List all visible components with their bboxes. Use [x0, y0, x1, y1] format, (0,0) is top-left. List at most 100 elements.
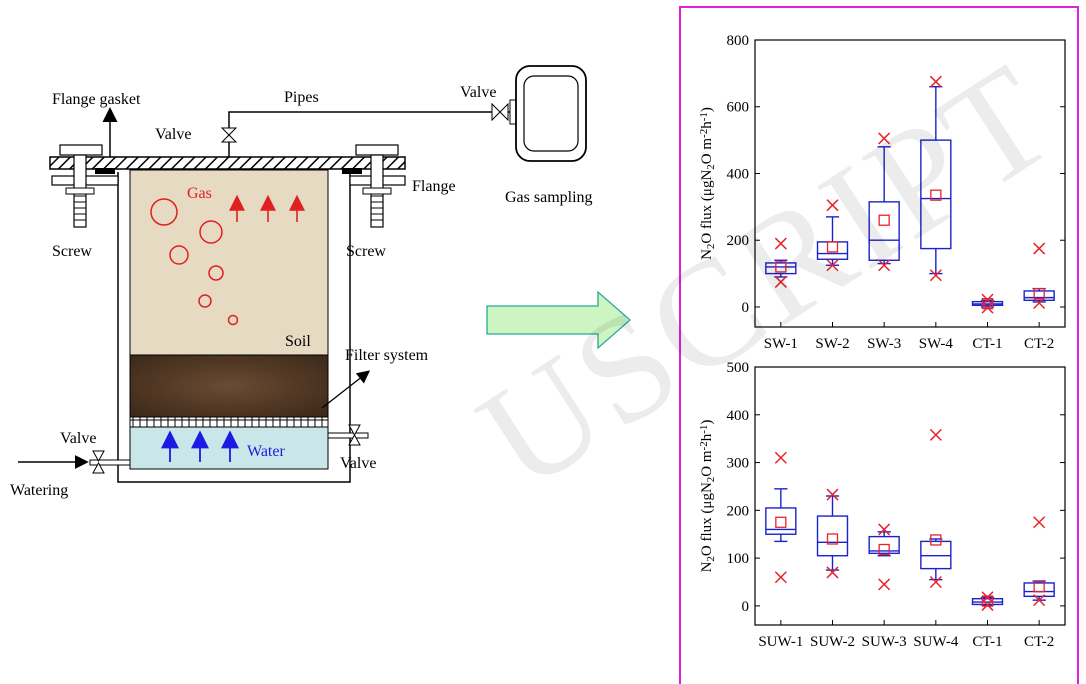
y-tick-label: 500 — [727, 360, 750, 376]
extreme-marker — [929, 75, 942, 88]
box — [765, 262, 797, 275]
label-gas-sampling: Gas sampling — [505, 189, 593, 206]
pipe-horizontal — [228, 111, 515, 118]
y-tick-label: 300 — [727, 456, 750, 472]
gas-bubble — [199, 220, 223, 244]
extreme-marker — [774, 275, 787, 288]
y-tick-label: 800 — [727, 33, 750, 49]
label-screw-left: Screw — [52, 243, 92, 260]
y-tick-label: 200 — [727, 233, 750, 249]
x-tick-label: SUW-1 — [758, 634, 803, 650]
x-tick-label: CT-2 — [1024, 336, 1054, 352]
extreme-marker — [826, 566, 839, 579]
mean-marker — [878, 214, 890, 226]
extreme-marker-stroke — [1033, 516, 1046, 529]
x-tick-label: CT-2 — [1024, 634, 1054, 650]
extreme-marker-stroke — [929, 75, 942, 88]
extreme-marker-stroke — [774, 237, 787, 250]
extreme-marker — [774, 237, 787, 250]
filter-system-arrow — [321, 370, 371, 409]
label-valve-left: Valve — [60, 430, 96, 447]
label-filter-system: Filter system — [345, 347, 429, 364]
x-tick-label: CT-1 — [972, 336, 1002, 352]
extreme-marker-stroke — [774, 451, 787, 464]
extreme-marker-stroke — [1033, 296, 1046, 310]
label-watering: Watering — [10, 482, 68, 499]
y-tick-label: 100 — [727, 551, 750, 567]
label-valve-outlet: Valve — [340, 455, 376, 472]
label-soil: Soil — [285, 333, 311, 350]
mean-marker — [981, 595, 994, 607]
gas-bubble — [227, 314, 239, 326]
y-axis-label: N2O flux (μgN2O m-2h-1) — [698, 107, 718, 260]
label-valve-right: Valve — [460, 84, 496, 101]
box — [868, 201, 900, 261]
extreme-marker — [878, 259, 891, 272]
box — [1023, 290, 1055, 302]
extreme-marker-stroke — [826, 566, 839, 579]
box-chart-top: 0 200 400 600 800 SW-1 SW-2 SW-3 SW-4 CT-1 CT-2 N2O… — [698, 33, 1066, 352]
box — [920, 540, 952, 570]
mean-marker — [826, 533, 839, 545]
valve-outlet-icon — [327, 424, 369, 446]
y-tick-label: 600 — [727, 100, 750, 116]
extreme-marker-stroke — [929, 575, 942, 589]
extreme-marker-stroke — [878, 523, 891, 536]
apparatus-diagram: Flange gasket Pipes Valve Valve Flange G… — [10, 65, 631, 499]
x-tick-label: SUW-2 — [810, 634, 855, 650]
mean-marker — [878, 543, 890, 556]
extreme-marker — [878, 132, 891, 145]
extreme-marker-stroke — [826, 488, 839, 501]
mean-marker — [775, 516, 787, 528]
box — [920, 139, 952, 250]
extreme-marker-stroke — [826, 199, 839, 212]
label-flange: Flange — [412, 178, 456, 195]
plot-frame — [754, 39, 1066, 328]
label-screw-right: Screw — [346, 243, 386, 260]
soil-layer — [129, 169, 329, 356]
extreme-marker — [981, 301, 994, 314]
extreme-marker — [1033, 242, 1046, 255]
gas-bubble — [198, 294, 212, 308]
gasket-left — [95, 168, 115, 174]
valve-top-icon — [220, 127, 238, 143]
box — [765, 507, 797, 535]
extreme-marker-stroke — [929, 428, 942, 441]
extreme-marker — [826, 488, 839, 501]
valve-right-icon — [491, 99, 517, 125]
extreme-marker — [826, 199, 839, 212]
extreme-marker-stroke — [878, 132, 891, 145]
x-tick-label: SW-1 — [764, 336, 798, 352]
container-outer-wall — [117, 172, 351, 483]
extreme-marker-stroke — [1033, 594, 1046, 607]
mean-marker — [775, 261, 787, 273]
extreme-marker-stroke — [929, 269, 942, 282]
valve-inlet-icon — [89, 450, 131, 474]
mean-marker — [826, 241, 839, 253]
extreme-marker-stroke — [981, 598, 994, 611]
extreme-marker — [981, 598, 994, 611]
y-tick-label: 400 — [727, 408, 750, 424]
top-lid — [49, 156, 406, 170]
mean-marker — [930, 189, 942, 201]
extreme-marker — [826, 259, 839, 272]
mean-marker — [930, 534, 942, 546]
filter-mesh — [129, 416, 329, 428]
flow-arrow-icon — [486, 290, 631, 350]
mean-marker — [1033, 287, 1045, 300]
extreme-marker-stroke — [774, 275, 787, 288]
extreme-marker — [1033, 516, 1046, 529]
gas-bubble — [150, 198, 178, 226]
box — [1023, 582, 1055, 598]
extreme-marker-stroke — [774, 571, 787, 584]
extreme-marker — [878, 523, 891, 536]
box — [816, 515, 849, 557]
gas-bubble — [169, 245, 189, 265]
screw-right-icon — [355, 144, 399, 228]
extreme-marker — [929, 269, 942, 282]
y-tick-label: 400 — [727, 166, 750, 182]
x-tick-label: SW-2 — [815, 336, 849, 352]
label-gas: Gas — [187, 185, 212, 202]
water-layer — [129, 426, 329, 470]
